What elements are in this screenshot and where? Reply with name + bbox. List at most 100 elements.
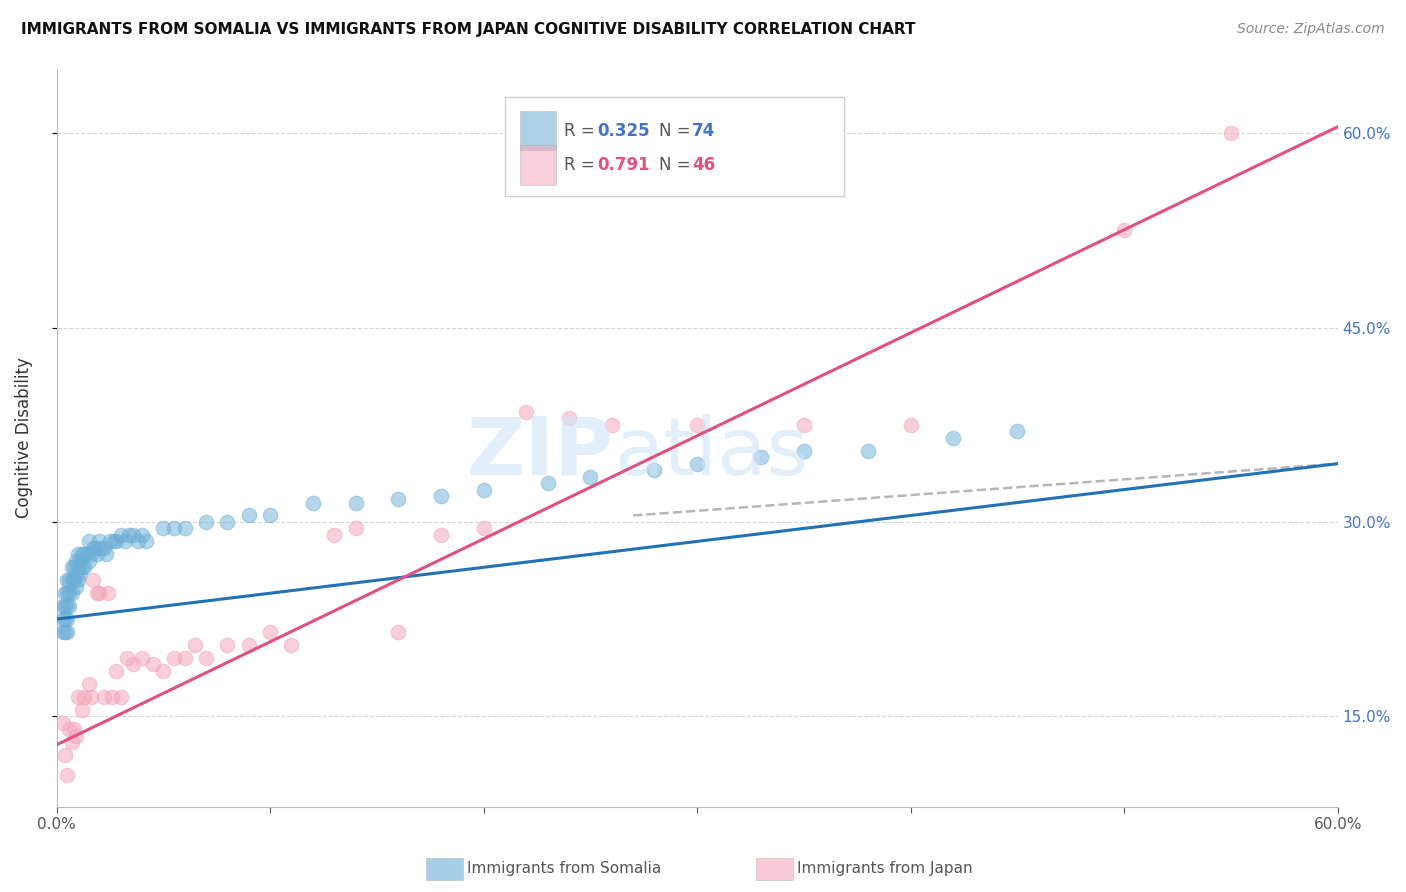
Point: [152, 521, 174, 535]
Point: [152, 664, 174, 678]
Point: [94, 547, 117, 561]
Point: [122, 528, 145, 542]
Point: [77, 534, 100, 549]
Point: [69, 554, 91, 568]
Point: [62, 723, 84, 737]
Point: [56, 586, 79, 600]
Point: [58, 599, 80, 614]
Point: [80, 690, 103, 704]
Point: [66, 560, 89, 574]
Point: [73, 547, 96, 561]
Point: [217, 638, 239, 652]
Point: [122, 657, 145, 672]
Text: 0.791: 0.791: [598, 156, 650, 174]
Point: [82, 541, 104, 555]
Point: [65, 580, 87, 594]
Point: [163, 651, 186, 665]
Text: atlas: atlas: [614, 414, 808, 491]
Point: [52, 612, 75, 626]
Point: [70, 560, 93, 574]
Point: [56, 767, 79, 781]
Point: [53, 586, 76, 600]
Text: 46: 46: [692, 156, 716, 174]
Point: [56, 599, 79, 614]
Point: [103, 534, 125, 549]
Point: [70, 703, 93, 717]
Text: Immigrants from Somalia: Immigrants from Somalia: [467, 862, 661, 876]
Point: [66, 547, 89, 561]
Point: [93, 541, 115, 555]
Point: [89, 534, 111, 549]
Point: [1114, 223, 1136, 237]
Point: [52, 715, 75, 730]
Point: [135, 534, 157, 549]
Point: [259, 508, 281, 523]
Point: [76, 547, 98, 561]
Text: N =: N =: [658, 121, 696, 139]
Point: [56, 625, 79, 640]
Text: Immigrants from Japan: Immigrants from Japan: [797, 862, 973, 876]
Point: [259, 625, 281, 640]
Point: [115, 651, 138, 665]
Point: [105, 534, 128, 549]
Point: [53, 748, 76, 763]
Point: [344, 521, 367, 535]
Text: ZIP: ZIP: [467, 414, 614, 491]
Point: [195, 515, 218, 529]
Point: [387, 491, 409, 506]
Point: [686, 457, 709, 471]
Point: [142, 657, 165, 672]
FancyBboxPatch shape: [520, 111, 557, 151]
Point: [749, 450, 772, 465]
Point: [73, 690, 96, 704]
Point: [98, 534, 121, 549]
Point: [163, 521, 186, 535]
Point: [900, 417, 922, 432]
Point: [53, 612, 76, 626]
Text: 74: 74: [692, 121, 716, 139]
Point: [66, 574, 89, 588]
Point: [93, 690, 115, 704]
Point: [472, 483, 495, 497]
Point: [90, 541, 112, 555]
Text: R =: R =: [564, 121, 600, 139]
Point: [114, 534, 136, 549]
Point: [65, 729, 87, 743]
Point: [66, 690, 89, 704]
Point: [84, 541, 107, 555]
Point: [77, 677, 100, 691]
Point: [131, 651, 153, 665]
Point: [110, 690, 132, 704]
Point: [793, 417, 815, 432]
Point: [686, 417, 709, 432]
Point: [387, 625, 409, 640]
Point: [53, 599, 76, 614]
Point: [110, 528, 132, 542]
Point: [515, 405, 537, 419]
Point: [600, 417, 623, 432]
Point: [62, 574, 84, 588]
Point: [60, 735, 83, 749]
Text: N =: N =: [658, 156, 696, 174]
Point: [52, 599, 75, 614]
Point: [60, 574, 83, 588]
Point: [856, 443, 879, 458]
Point: [89, 586, 111, 600]
Point: [238, 508, 260, 523]
Point: [86, 547, 108, 561]
Point: [643, 463, 665, 477]
Point: [58, 723, 80, 737]
Point: [579, 469, 602, 483]
Point: [558, 411, 581, 425]
Point: [60, 586, 83, 600]
FancyBboxPatch shape: [520, 145, 557, 186]
Point: [52, 625, 75, 640]
Point: [280, 638, 302, 652]
Point: [942, 431, 965, 445]
Point: [1007, 424, 1029, 438]
Point: [105, 664, 128, 678]
Point: [80, 547, 103, 561]
Point: [127, 534, 149, 549]
Point: [69, 566, 91, 581]
Point: [56, 574, 79, 588]
